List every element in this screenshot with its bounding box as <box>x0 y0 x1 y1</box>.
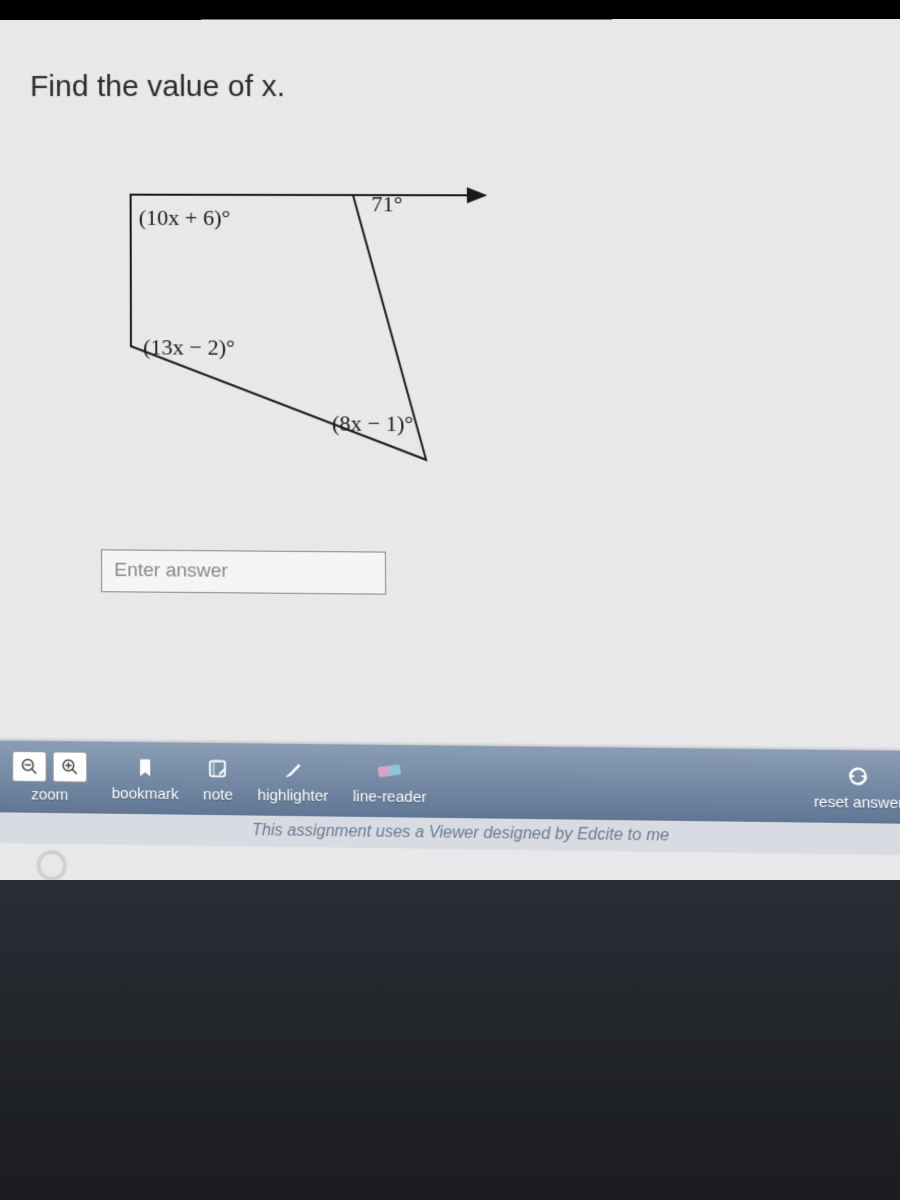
note-tool[interactable]: note <box>203 755 233 804</box>
zoom-in-button[interactable] <box>53 751 88 782</box>
dark-region-below <box>0 880 900 1200</box>
bookmark-icon <box>132 754 159 781</box>
bookmark-label: bookmark <box>112 784 179 802</box>
angle-bottom-right-label: (8x − 1)° <box>332 410 414 437</box>
note-label: note <box>203 786 233 804</box>
line-reader-label: line-reader <box>353 787 427 805</box>
zoom-out-icon <box>20 757 38 776</box>
zoom-out-button[interactable] <box>12 750 46 781</box>
zoom-label: zoom <box>31 786 68 804</box>
answer-input[interactable] <box>101 549 386 594</box>
highlighter-icon <box>279 756 306 783</box>
reset-answer-label: reset answer <box>814 793 900 812</box>
geometry-diagram: (10x + 6)° 71° (13x − 2)° (8x − 1)° <box>100 174 528 501</box>
angle-top-right-exterior-label: 71° <box>371 191 402 217</box>
reset-icon <box>844 762 872 789</box>
content-area: Find the value of x. (10x + 6)° 71° (13x… <box>0 19 900 631</box>
reset-answer-tool[interactable]: reset answer <box>813 762 900 812</box>
toolbar: zoom bookmark note highlighter line-read <box>0 741 900 824</box>
nav-circle-button[interactable] <box>37 850 68 881</box>
line-reader-tool[interactable]: line-reader <box>353 756 427 805</box>
line-reader-icon <box>376 757 403 784</box>
zoom-tool: zoom <box>12 750 87 803</box>
question-title: Find the value of x. <box>30 70 884 105</box>
note-icon <box>205 755 232 782</box>
zoom-in-icon <box>61 757 79 776</box>
highlighter-label: highlighter <box>257 786 328 804</box>
highlighter-tool[interactable]: highlighter <box>257 755 328 804</box>
angle-bottom-left-label: (13x − 2)° <box>143 334 235 361</box>
app-screen: Find the value of x. (10x + 6)° 71° (13x… <box>0 19 900 906</box>
angle-top-left-label: (10x + 6)° <box>139 205 231 231</box>
bookmark-tool[interactable]: bookmark <box>112 754 179 803</box>
